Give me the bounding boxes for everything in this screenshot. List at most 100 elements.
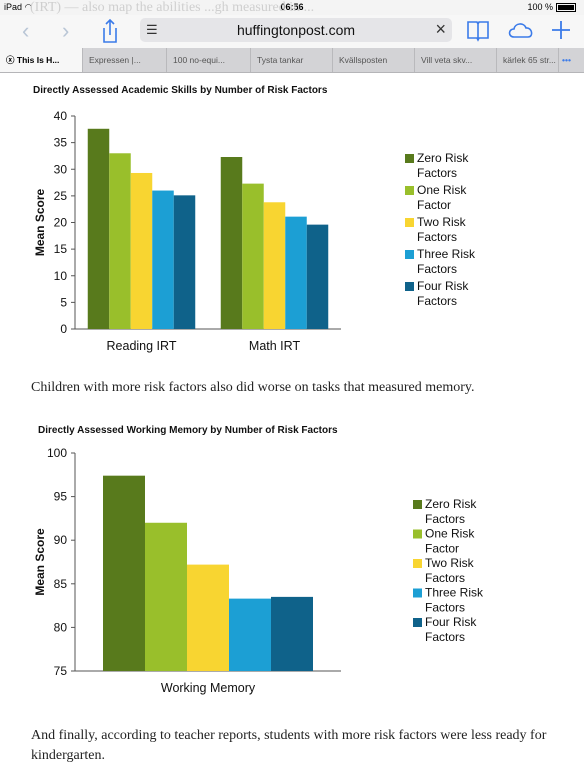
bar — [306, 224, 329, 329]
legend-label: Factors — [425, 630, 465, 644]
chart1-title: Directly Assessed Academic Skills by Num… — [33, 85, 328, 96]
legend-label: Factor — [417, 198, 451, 212]
chart2-title: Directly Assessed Working Memory by Numb… — [38, 425, 338, 436]
y-tick-label: 40 — [54, 109, 68, 123]
bar — [220, 157, 243, 329]
bar — [242, 183, 264, 329]
y-tick-label: 10 — [54, 269, 68, 283]
y-tick-label: 25 — [54, 189, 68, 203]
y-tick-label: 90 — [54, 533, 68, 547]
y-tick-label: 85 — [54, 577, 68, 591]
bar — [263, 202, 286, 329]
legend-swatch — [413, 618, 422, 627]
y-tick-label: 20 — [54, 216, 68, 230]
legend-label: One Risk — [425, 527, 475, 541]
tab-label: Tysta tankar — [257, 55, 304, 65]
legend-label: Factors — [417, 166, 457, 180]
device-name: iPad — [4, 2, 23, 12]
legend-label: Zero Risk — [417, 151, 469, 165]
legend-label: Three Risk — [425, 586, 484, 600]
y-axis-label: Mean Score — [33, 528, 47, 596]
x-category-label: Reading IRT — [107, 339, 177, 353]
device-label: iPad ◠ — [4, 2, 32, 13]
legend-swatch — [413, 559, 422, 568]
reader-list-icon[interactable]: ☰ — [146, 22, 158, 37]
new-tab-icon[interactable] — [550, 18, 572, 42]
bar — [103, 475, 145, 671]
tab-label: Expressen |... — [89, 55, 141, 65]
y-tick-label: 95 — [54, 490, 68, 504]
legend-label: One Risk — [417, 183, 467, 197]
tab-100-no-equi[interactable]: 100 no-equi... — [166, 48, 250, 72]
legend-swatch — [413, 500, 422, 509]
browser-toolbar: (IRT) — also map the abilities ...gh mea… — [0, 0, 584, 48]
legend-swatch — [405, 154, 414, 163]
tab-label: kärlek 65 str... — [503, 55, 556, 65]
clear-icon[interactable]: × — [435, 19, 446, 39]
y-tick-label: 30 — [54, 162, 68, 176]
x-category-label: Math IRT — [249, 339, 301, 353]
legend-swatch — [405, 218, 414, 227]
legend-label: Factors — [425, 571, 465, 585]
tab-karlek[interactable]: kärlek 65 str... — [496, 48, 558, 72]
legend-label: Two Risk — [425, 556, 475, 570]
y-tick-label: 5 — [60, 295, 67, 309]
chart-academic-skills: 0 5 10 15 20 25 30 35 40 Mean Score Reading IRT Mat… — [33, 109, 476, 353]
forward-icon[interactable]: › — [62, 18, 70, 43]
share-icon[interactable] — [100, 18, 120, 44]
legend-label: Factors — [425, 512, 465, 526]
y-tick-label: 15 — [54, 242, 68, 256]
battery-indicator: 100 % — [527, 2, 576, 13]
tab-this-is-h[interactable]: ⓧ This Is H... — [0, 48, 82, 72]
back-icon[interactable]: ‹ — [22, 18, 30, 43]
tab-label: Kvällsposten — [339, 55, 388, 65]
bar — [173, 195, 196, 329]
tab-tysta-tankar[interactable]: Tysta tankar — [250, 48, 332, 72]
y-tick-label: 0 — [60, 322, 67, 336]
status-bar: iPad ◠ 06:56 100 % — [0, 0, 584, 15]
battery-percent: 100 % — [527, 2, 553, 12]
legend-label: Factors — [417, 262, 457, 276]
article-paragraph-1: Children with more risk factors also did… — [31, 380, 475, 395]
tab-label: Vill veta skv... — [421, 55, 473, 65]
bar — [109, 153, 131, 329]
bar — [187, 564, 229, 671]
legend-swatch — [405, 186, 414, 195]
tab-label: 100 no-equi... — [173, 55, 225, 65]
bar — [130, 172, 153, 329]
background-page-text: (IRT) — also map the abilities ...gh mea… — [30, 0, 315, 15]
bookmarks-icon[interactable] — [466, 18, 490, 42]
legend-label: Factors — [417, 230, 457, 244]
wifi-icon: ◠ — [24, 2, 33, 12]
bar — [152, 190, 174, 329]
tab-kvallsposten[interactable]: Kvällsposten — [332, 48, 414, 72]
legend-label: Two Risk — [417, 215, 467, 229]
bar — [145, 522, 187, 671]
legend-swatch — [413, 588, 422, 598]
chart-working-memory: 75 80 85 90 95 100 Mean Score Working Memory Zer… — [33, 446, 484, 695]
battery-icon — [556, 3, 576, 13]
legend-label: Three Risk — [417, 247, 476, 261]
legend-label: Zero Risk — [425, 497, 477, 511]
y-tick-label: 100 — [47, 446, 67, 460]
tab-vill-veta[interactable]: Vill veta skv... — [414, 48, 496, 72]
tab-close-icon[interactable]: ⓧ — [6, 55, 15, 65]
y-tick-label: 80 — [54, 620, 68, 634]
url-text: huffingtonpost.com — [236, 22, 356, 38]
address-bar[interactable]: ☰ huffingtonpost.com × — [140, 18, 452, 42]
legend-label: Four Risk — [417, 279, 469, 293]
legend-swatch — [413, 529, 422, 539]
more-tabs-icon[interactable]: ••• — [558, 48, 584, 72]
legend-label: Factors — [425, 601, 465, 615]
bar — [285, 216, 307, 329]
legend-swatch — [405, 250, 414, 259]
x-category-label: Working Memory — [161, 681, 256, 695]
legend-label: Factor — [425, 542, 459, 556]
bar — [271, 596, 313, 671]
icloud-icon[interactable] — [506, 18, 536, 42]
bar — [229, 598, 271, 671]
clock: 06:56 — [280, 2, 304, 12]
legend-label: Factors — [417, 294, 457, 308]
tab-expressen[interactable]: Expressen |... — [82, 48, 166, 72]
y-axis-label: Mean Score — [33, 188, 47, 256]
